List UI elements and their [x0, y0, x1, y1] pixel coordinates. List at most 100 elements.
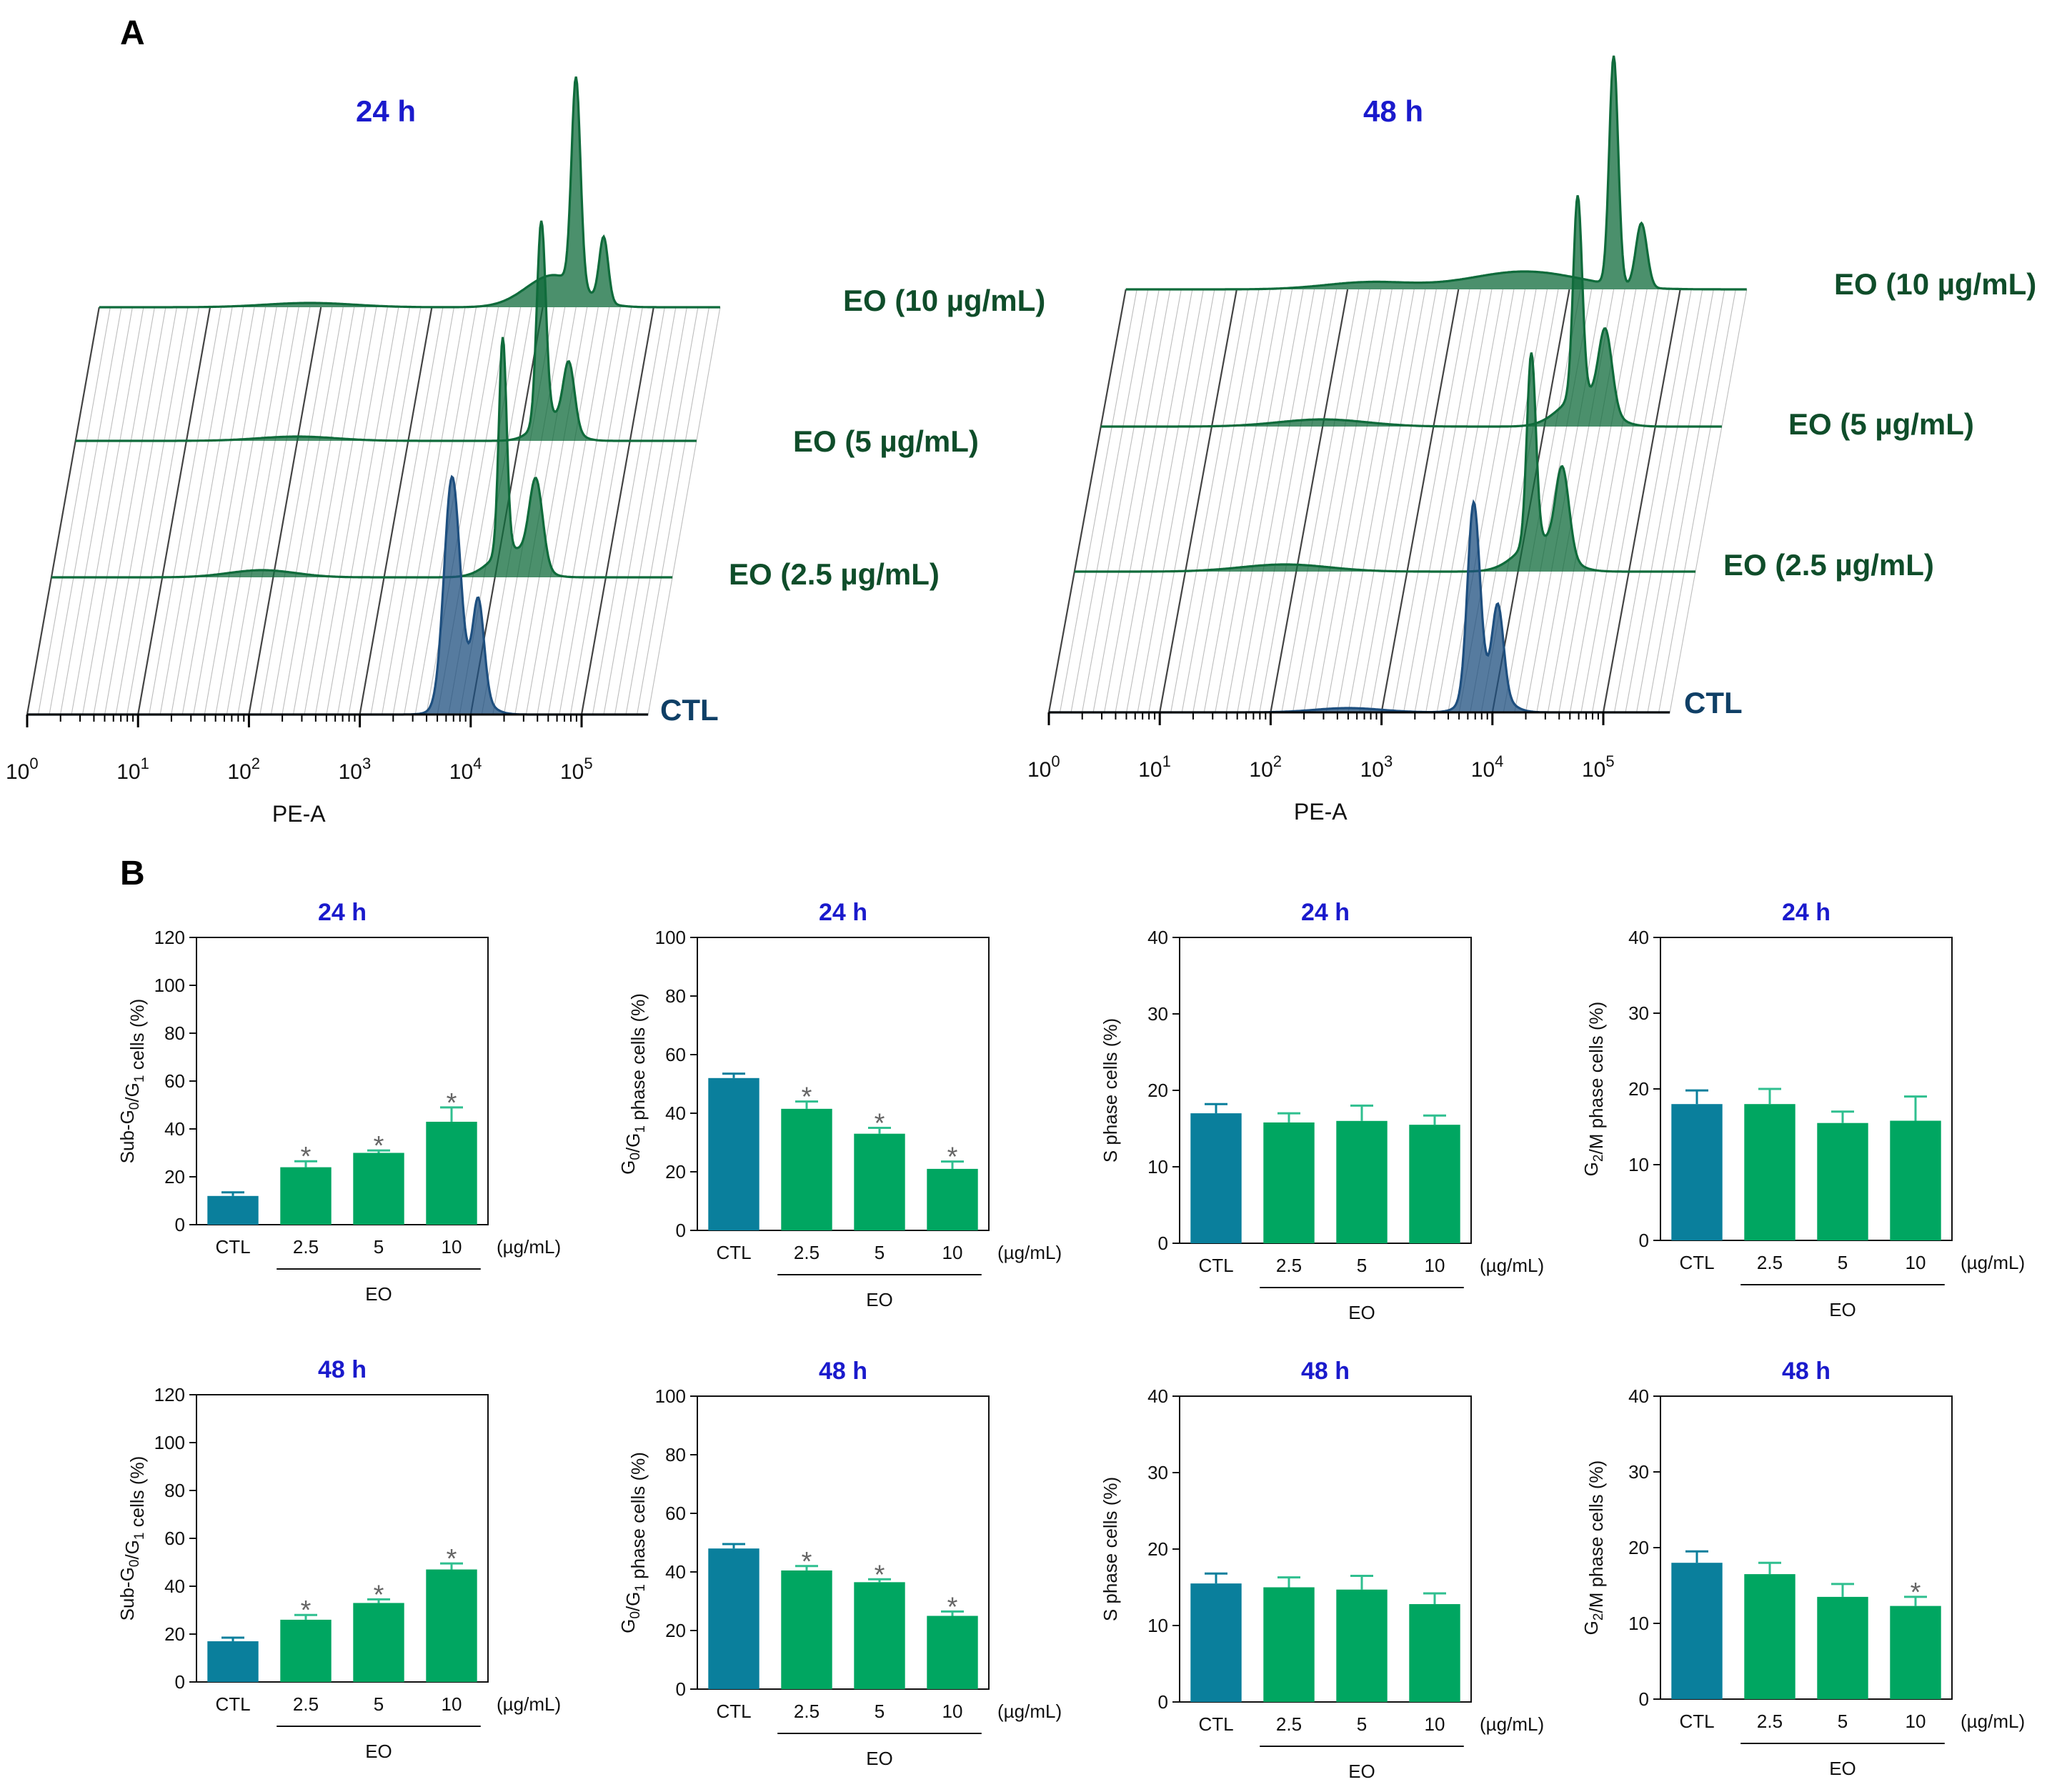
- y-axis-label: Sub-G0/G1 cells (%): [116, 1456, 148, 1621]
- histogram-fill: [1125, 56, 1747, 289]
- grid-line: [49, 307, 122, 715]
- grid-line: [104, 307, 177, 715]
- grid-line: [1082, 289, 1160, 713]
- grid-line: [1292, 289, 1370, 713]
- y-tick-label: 80: [164, 1480, 185, 1501]
- category-label: 5: [374, 1693, 384, 1715]
- grid-line: [1503, 289, 1581, 713]
- bar: [1336, 1589, 1388, 1702]
- y-tick-label: 20: [164, 1623, 185, 1645]
- bar-chart-48h-1: 0 20 40 60 80 100 48 h G0/G1 phase cells (%) CTL…: [617, 1358, 1062, 1769]
- y-tick-label: 120: [154, 1384, 185, 1405]
- grid-line: [1392, 289, 1470, 713]
- trace-label: EO (2.5 µg/mL): [729, 557, 940, 591]
- bar-chart-24h-0: 0 20 40 60 80 100 120 24 h Sub-G0/G1 cells (%) CT…: [116, 899, 561, 1305]
- grid-line: [592, 307, 665, 715]
- bar: [1744, 1574, 1795, 1699]
- y-tick-label: 0: [676, 1220, 686, 1241]
- panel-b-letter: B: [120, 855, 145, 892]
- y-tick-label: 100: [154, 975, 185, 996]
- y-axis-label: Sub-G0/G1 cells (%): [116, 999, 148, 1164]
- grid-line: [1237, 289, 1315, 713]
- grid-line: [392, 307, 466, 715]
- grid-line: [1380, 289, 1460, 713]
- bar-chart-24h-1: 0 20 40 60 80 100 24 h G0/G1 phase cells (%) CTL…: [617, 899, 1062, 1310]
- y-tick-label: 20: [1628, 1537, 1649, 1558]
- chart-title: 48 h: [1782, 1358, 1831, 1385]
- grid-line: [1104, 289, 1182, 713]
- bar-chart-48h-2: 0 10 20 30 40 48 h S phase cells (%) CTL 2.5 5 10 (…: [1100, 1358, 1544, 1782]
- time-label: 24 h: [356, 94, 416, 128]
- grid-line: [404, 307, 477, 715]
- bar: [781, 1570, 832, 1689]
- grid-line: [370, 307, 444, 715]
- y-tick-label: 40: [1628, 1385, 1649, 1407]
- category-label: 2.5: [293, 1693, 319, 1715]
- category-label: 10: [942, 1242, 963, 1263]
- category-label: 10: [1906, 1252, 1926, 1273]
- grid-line: [1303, 289, 1382, 713]
- y-tick-label: 60: [665, 1503, 686, 1524]
- category-label: 10: [442, 1236, 462, 1258]
- grid-line: [382, 307, 454, 715]
- significance-star: *: [802, 1082, 812, 1112]
- grid-line: [1403, 289, 1481, 713]
- y-tick-label: 100: [655, 927, 686, 948]
- grid-line: [1192, 289, 1271, 713]
- eo-group-label: EO: [866, 1289, 893, 1310]
- chart-title: 24 h: [318, 899, 367, 926]
- y-axis-label: G0/G1 phase cells (%): [617, 993, 649, 1175]
- chart-title: 24 h: [1782, 899, 1831, 926]
- grid-line: [215, 307, 289, 715]
- grid-line: [1647, 289, 1725, 713]
- bar: [1409, 1125, 1460, 1243]
- y-tick-label: 60: [665, 1044, 686, 1065]
- trace-label: CTL: [660, 693, 719, 727]
- decade-label: 102: [1249, 752, 1282, 782]
- trace-label: EO (5 µg/mL): [793, 424, 979, 458]
- y-tick-label: 100: [655, 1385, 686, 1407]
- grid-line: [1325, 289, 1404, 713]
- grid-line: [1336, 289, 1415, 713]
- grid-line: [1348, 289, 1426, 713]
- eo-group-label: EO: [1829, 1299, 1856, 1320]
- y-axis-label: G2/M phase cells (%): [1580, 1002, 1607, 1177]
- category-label: 2.5: [293, 1236, 319, 1258]
- bar: [854, 1582, 905, 1689]
- bar: [1671, 1104, 1723, 1240]
- grid-line: [159, 307, 233, 715]
- bar: [1190, 1113, 1242, 1243]
- histogram-plot-24h: EO (10 µg/mL) EO (5 µg/mL) EO (2.5 µg/mL) C…: [6, 76, 1045, 827]
- grid-line: [1259, 289, 1338, 713]
- trace-label: EO (10 µg/mL): [843, 284, 1045, 317]
- grid-line: [37, 307, 111, 715]
- grid-line: [1580, 289, 1659, 713]
- x-unit-label: (µg/mL): [497, 1693, 561, 1715]
- category-label: 2.5: [1757, 1252, 1783, 1273]
- y-axis-label: S phase cells (%): [1100, 1018, 1121, 1163]
- y-tick-label: 80: [665, 985, 686, 1007]
- grid-line: [1636, 289, 1714, 713]
- decade-label: 100: [6, 755, 39, 784]
- bar-chart-48h-3: 0 10 20 30 40 48 h G2/M phase cells (%) CTL 2.5 5…: [1580, 1358, 2025, 1779]
- bar: [426, 1569, 477, 1682]
- grid-line: [270, 307, 344, 715]
- category-label: 10: [1906, 1711, 1926, 1732]
- bar-chart-24h-2: 0 10 20 30 40 24 h S phase cells (%) CTL 2.5 5 10 (…: [1100, 899, 1544, 1323]
- x-unit-label: (µg/mL): [1961, 1711, 2025, 1732]
- grid-line: [514, 307, 588, 715]
- bar: [353, 1603, 404, 1682]
- significance-star: *: [875, 1109, 885, 1139]
- y-tick-label: 0: [175, 1671, 185, 1693]
- grid-line: [359, 307, 433, 715]
- y-tick-label: 30: [1147, 1462, 1168, 1483]
- y-tick-label: 20: [164, 1166, 185, 1188]
- category-label: CTL: [716, 1242, 751, 1263]
- y-tick-label: 0: [1639, 1230, 1649, 1251]
- decade-label: 105: [560, 755, 593, 784]
- y-axis-label: G0/G1 phase cells (%): [617, 1452, 649, 1633]
- grid-line: [1181, 289, 1260, 713]
- x-unit-label: (µg/mL): [997, 1242, 1062, 1263]
- grid-line: [1613, 289, 1692, 713]
- chart-title: 48 h: [1301, 1358, 1350, 1385]
